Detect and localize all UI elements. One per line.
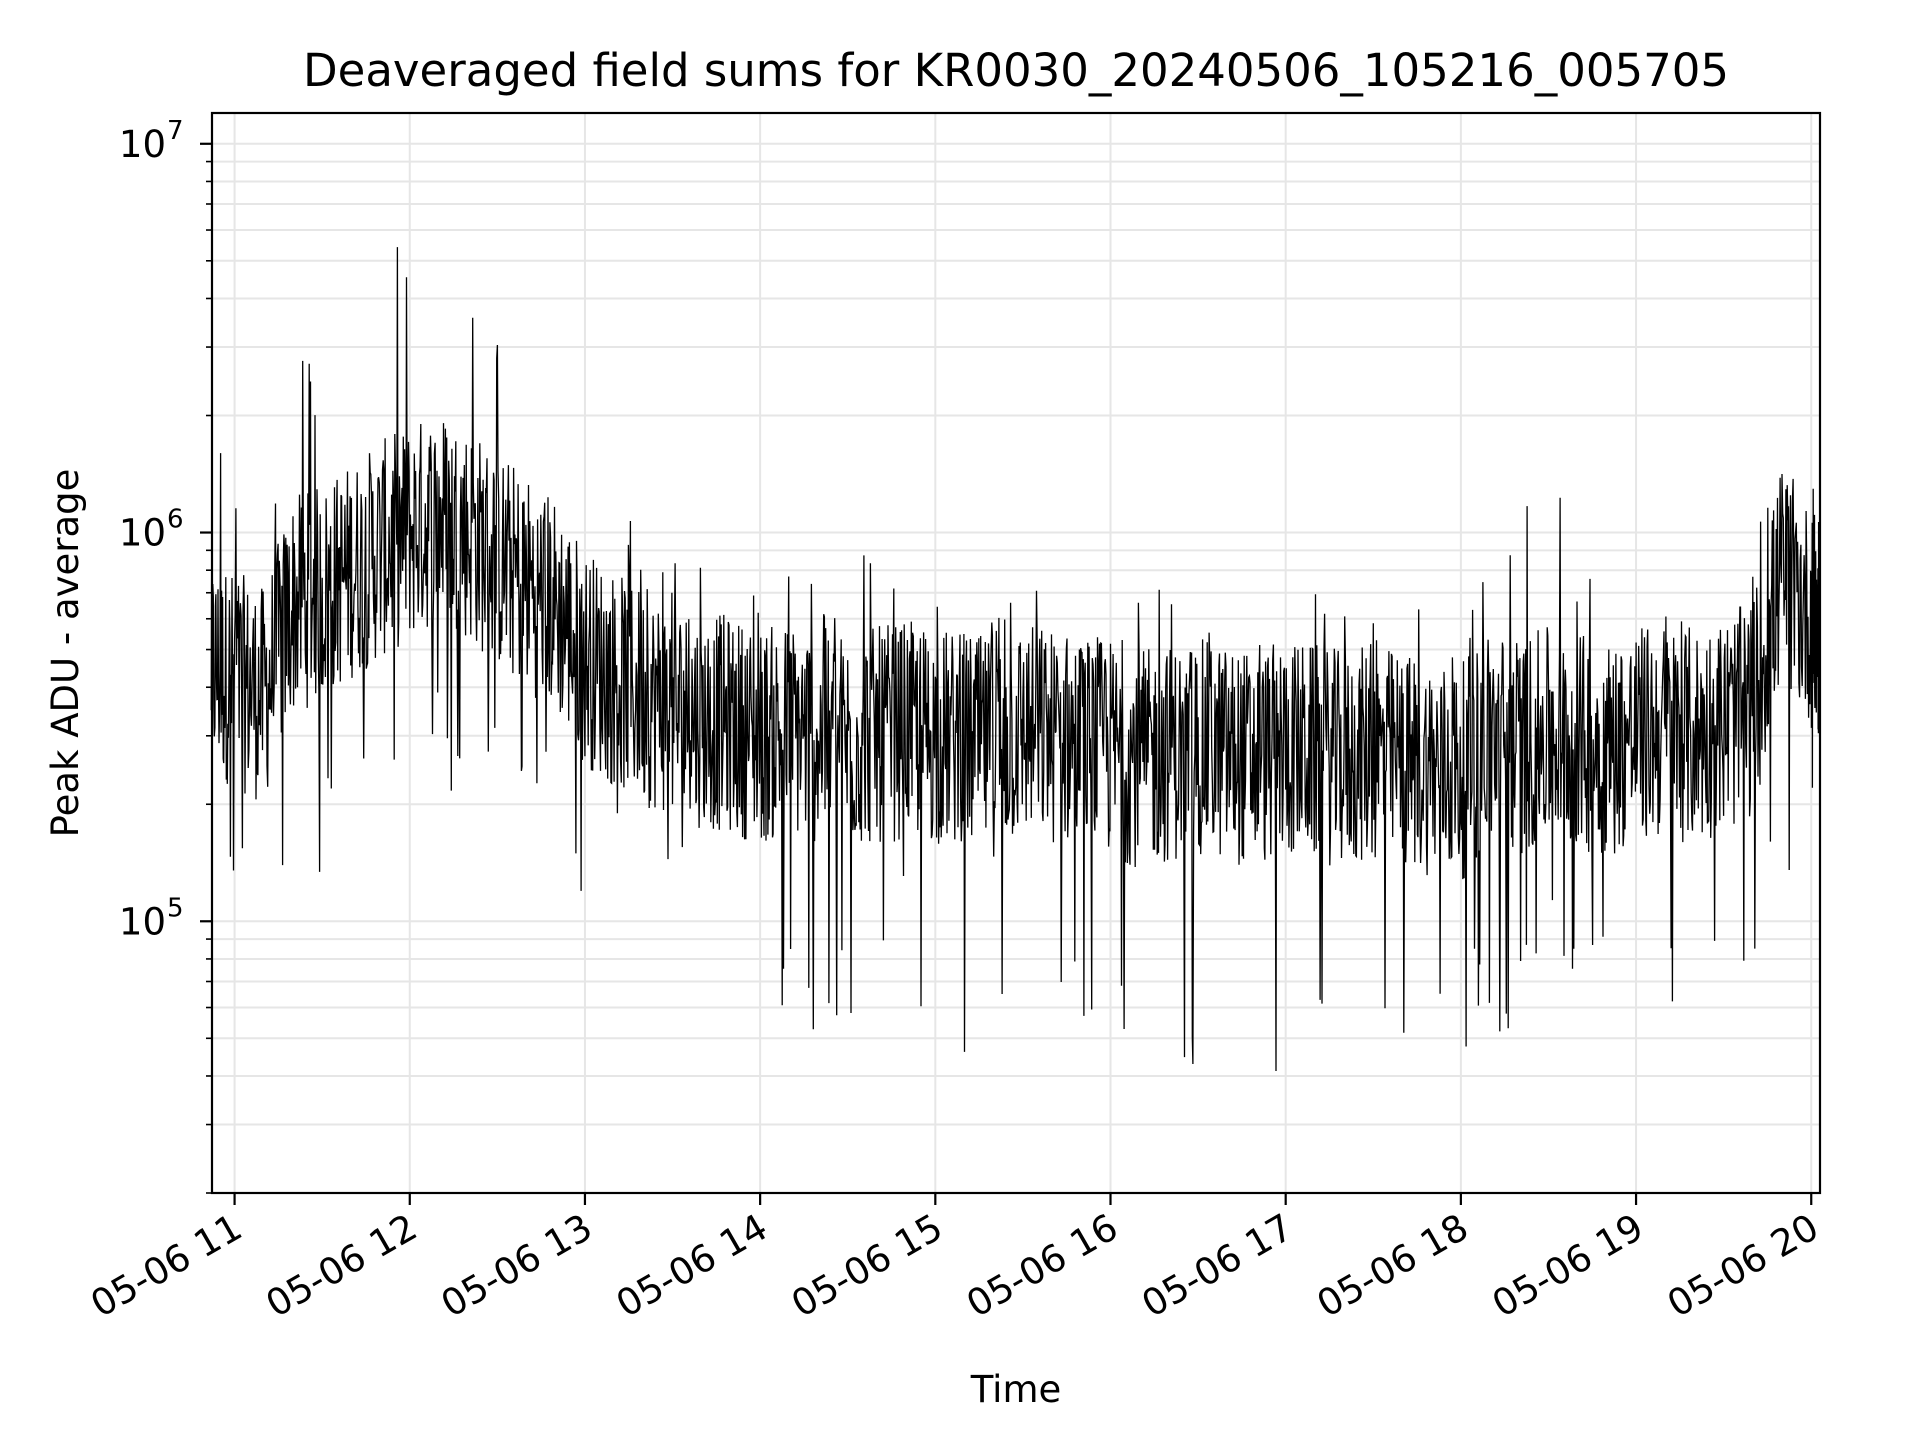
x-tick-label: 05-06 18 [1310, 1206, 1476, 1326]
x-tick-label: 05-06 13 [434, 1206, 600, 1326]
y-axis-label: Peak ADU - average [44, 469, 87, 838]
x-axis: 05-06 11 05-06 12 05-06 13 05-06 14 05-06 15… [84, 1193, 1826, 1326]
x-axis-label: Time [970, 1368, 1062, 1411]
y-tick-exponent: 7 [167, 116, 184, 146]
plot-area [210, 247, 1821, 1072]
y-tick-label: 10 [119, 512, 166, 555]
x-tick-label: 05-06 12 [259, 1206, 425, 1326]
x-tick-label: 05-06 17 [1135, 1206, 1301, 1326]
plot-frame [210, 111, 1822, 1195]
series-line [210, 247, 1821, 1072]
y-tick-label: 10 [119, 900, 166, 943]
grid [212, 113, 1820, 1194]
chart-title: Deaveraged field sums for KR0030_2024050… [303, 44, 1729, 97]
y-tick-label: 10 [119, 123, 166, 166]
y-tick-exponent: 6 [167, 505, 184, 535]
x-tick-label: 05-06 11 [84, 1206, 250, 1326]
x-tick-label: 05-06 14 [609, 1206, 775, 1326]
x-tick-label: 05-06 15 [784, 1206, 950, 1326]
x-tick-label: 05-06 20 [1660, 1206, 1826, 1326]
x-tick-label: 05-06 19 [1485, 1206, 1651, 1326]
y-tick-exponent: 5 [167, 893, 184, 923]
x-tick-label: 05-06 16 [959, 1206, 1125, 1326]
